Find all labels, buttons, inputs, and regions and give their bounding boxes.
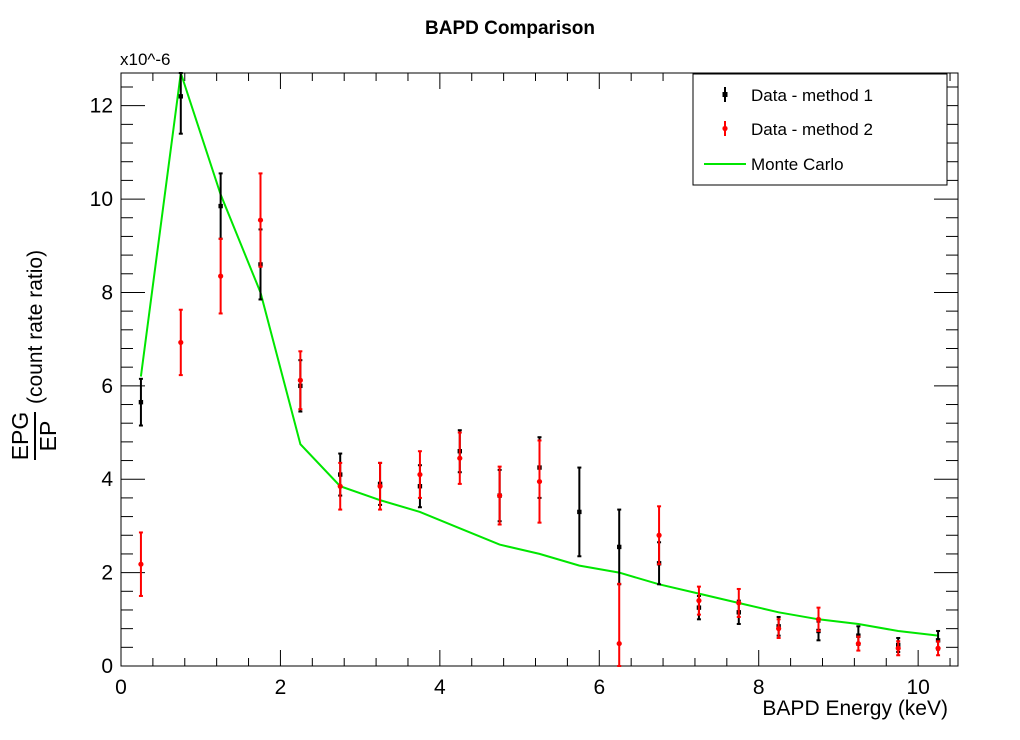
y-axis-label-numerator: EPG — [7, 412, 33, 461]
plot-frame — [120, 72, 959, 667]
y-tick-label: 0 — [101, 655, 113, 678]
data-point-method-2 — [616, 640, 622, 647]
y-tick-label: 8 — [101, 281, 113, 304]
legend-marker-method-2 — [722, 125, 728, 132]
data-point-method-2 — [736, 600, 742, 606]
legend-label-method-1: Data - method 1 — [751, 86, 873, 105]
data-point-method-2 — [178, 339, 184, 346]
data-point-method-2 — [297, 377, 303, 383]
y-axis-label-suffix: (count rate ratio) — [24, 250, 47, 404]
y-tick-label: 10 — [90, 188, 113, 211]
series-line-monte-carlo — [139, 72, 939, 637]
y-axis-label: EPG EP (count rate ratio) — [7, 250, 61, 460]
y-tick-label: 12 — [90, 95, 113, 118]
x-tick-label: 4 — [434, 676, 446, 699]
x-tick-label: 10 — [906, 676, 929, 699]
data-point-method-1 — [178, 94, 183, 99]
y-tick-label: 2 — [101, 562, 113, 585]
data-point-method-2 — [218, 273, 224, 279]
y-tick-label: 6 — [101, 375, 113, 398]
y-exponent-label: x10^-6 — [120, 50, 171, 69]
data-point-method-2 — [536, 478, 543, 485]
data-point-method-2 — [696, 598, 702, 604]
legend-label-monte-carlo: Monte Carlo — [751, 155, 844, 174]
x-tick-label: 2 — [275, 676, 287, 699]
data-point-method-2 — [656, 532, 662, 538]
axis-tick-labels: 0 2 4 6 8 10 0 2 4 6 8 10 12 — [90, 95, 930, 699]
legend: Data - method 1 Data - method 2 Monte Ca… — [692, 73, 948, 186]
legend-label-method-2: Data - method 2 — [751, 120, 873, 139]
legend-marker-method-1 — [722, 92, 728, 97]
axis-ticks — [120, 73, 958, 667]
data-point-method-2 — [457, 455, 463, 461]
x-axis-label: BAPD Energy (keV) — [762, 697, 948, 720]
chart-title: BAPD Comparison — [425, 18, 595, 39]
data-point-method-2 — [895, 645, 901, 651]
data-point-method-2 — [257, 217, 264, 223]
x-tick-label: 8 — [753, 676, 765, 699]
series-layer — [138, 72, 941, 667]
data-point-method-1 — [577, 509, 582, 515]
data-point-method-1 — [138, 399, 144, 405]
data-point-method-2 — [138, 561, 144, 567]
data-point-method-2 — [377, 483, 383, 489]
x-tick-label: 6 — [593, 676, 605, 699]
data-point-method-1 — [617, 544, 622, 550]
data-point-method-2 — [855, 640, 861, 647]
data-point-method-1 — [218, 203, 223, 209]
data-point-method-2 — [776, 626, 782, 632]
data-point-method-2 — [337, 483, 343, 489]
x-tick-label: 0 — [115, 676, 127, 699]
data-point-method-2 — [417, 471, 423, 478]
y-axis-label-denominator: EP — [35, 421, 61, 452]
y-tick-label: 4 — [101, 468, 113, 491]
data-point-method-2 — [935, 645, 941, 651]
data-point-method-2 — [497, 492, 503, 499]
legend-box — [692, 73, 948, 186]
data-point-method-2 — [815, 616, 822, 622]
